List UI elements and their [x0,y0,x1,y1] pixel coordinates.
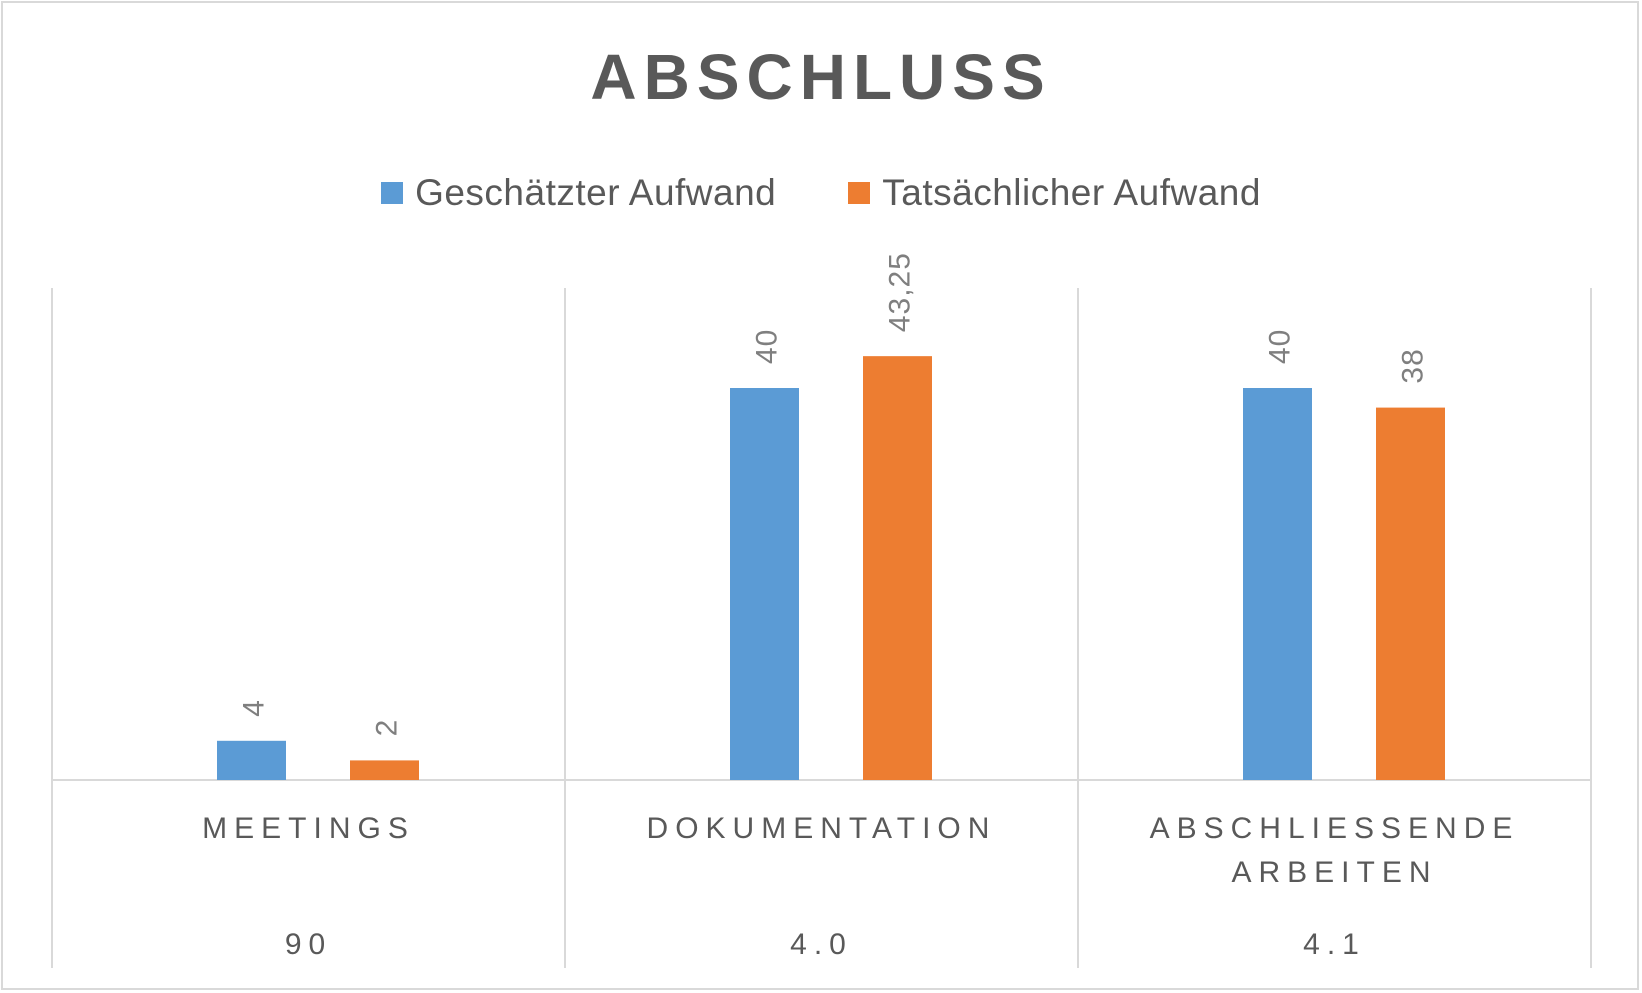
category-label-2-line-0: ABSCHLIESSENDE [1150,812,1520,845]
bar-actual-0 [350,760,419,780]
category-code-0: 90 [285,928,332,961]
category-code-1: 4.0 [790,928,853,961]
legend-item-estimated: Geschätzter Aufwand [381,172,776,214]
category-label-1: DOKUMENTATION [647,812,997,845]
data-label-estimated-2: 40 [1264,329,1297,364]
legend-item-actual: Tatsächlicher Aufwand [848,172,1261,214]
chart-legend: Geschätzter Aufwand Tatsächlicher Aufwan… [0,172,1642,214]
legend-label-estimated: Geschätzter Aufwand [415,172,777,213]
data-label-actual-1: 43,25 [884,252,917,332]
data-label-estimated-0: 4 [238,699,271,717]
category-label-2-line-1: ARBEITEN [1231,856,1437,889]
category-code-2: 4.1 [1303,928,1366,961]
bar-estimated-1 [730,388,799,780]
bar-actual-2 [1376,407,1445,780]
data-label-actual-0: 2 [371,719,404,737]
chart-title: ABSCHLUSS [590,41,1052,113]
legend-label-actual: Tatsächlicher Aufwand [882,172,1261,213]
bar-actual-1 [863,356,932,780]
legend-swatch-estimated [381,182,404,204]
category-label-0: MEETINGS [202,812,415,845]
bar-estimated-0 [217,740,286,780]
legend-swatch-actual [848,182,871,204]
bar-estimated-2 [1243,388,1312,780]
data-label-estimated-1: 40 [751,329,784,364]
data-label-actual-2: 38 [1397,348,1430,383]
